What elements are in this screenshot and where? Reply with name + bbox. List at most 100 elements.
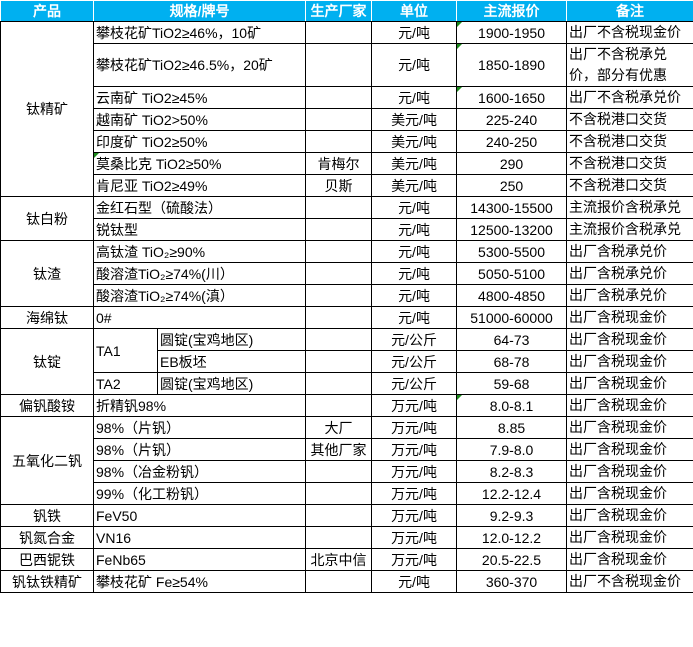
table-row: 云南矿 TiO2≥45% 元/吨 1600-1650 出厂不含税承兑价: [1, 86, 693, 109]
note-cell: 出厂含税现金价: [566, 460, 693, 483]
product-cell: 偏钒酸铵: [0, 394, 94, 417]
product-cell: 钒钛铁精矿: [0, 570, 94, 593]
price-cell: 8.2-8.3: [456, 460, 568, 483]
product-cell: 钛精矿: [0, 21, 94, 197]
product-cell: 巴西铌铁: [0, 548, 94, 571]
note-cell: 出厂不含税承兑价: [566, 86, 693, 109]
maker-cell: 大厂: [305, 416, 373, 439]
table-row: 钛白粉 金红石型（硫酸法） 元/吨 14300-15500 主流报价含税承兑: [0, 196, 693, 241]
price-cell: 7.9-8.0: [456, 438, 568, 461]
maker-cell: [305, 218, 373, 241]
table-row: 钛渣 高钛渣 TiO₂≥90% 元/吨 5300-5500 出厂含税承兑价: [0, 240, 693, 307]
price-cell: 1900-1950: [456, 21, 568, 44]
table-row: 锐钛型 元/吨 12500-13200 主流报价含税承兑: [1, 218, 693, 241]
table-row: 莫桑比克 TiO2≥50% 肯梅尔 美元/吨 290 不含税港口交货: [1, 152, 693, 175]
maker-cell: [305, 372, 373, 395]
price-table: 产品 规格/牌号 生产厂家 单位 主流报价 备注 钛精矿 攀枝花矿TiO2≥46%…: [0, 0, 693, 593]
unit-cell: 万元/吨: [371, 504, 458, 527]
spec-cell: 攀枝花矿 Fe≥54%: [92, 570, 307, 593]
header-unit: 单位: [371, 0, 458, 22]
header-note: 备注: [566, 0, 693, 22]
maker-cell: [305, 504, 373, 527]
note-cell: 不含税港口交货: [566, 130, 693, 153]
unit-cell: 元/吨: [371, 262, 458, 285]
unit-cell: 元/吨: [371, 218, 458, 241]
spec-cell: 越南矿 TiO2>50%: [92, 108, 307, 131]
maker-cell: [305, 460, 373, 483]
table-row: 98%（片钒） 其他厂家 万元/吨 7.9-8.0 出厂含税现金价: [1, 438, 693, 461]
spec-cell: 酸溶渣TiO₂≥74%(滇）: [92, 284, 307, 307]
spec-cell: 肯尼亚 TiO2≥49%: [92, 174, 307, 197]
unit-cell: 元/吨: [371, 240, 458, 263]
table-row: 五氧化二钒 98%（片钒） 大厂 万元/吨 8.85 出厂含税现金价: [0, 416, 693, 505]
table-row: 钒钛铁精矿 攀枝花矿 Fe≥54% 元/吨 360-370 出厂不含税现金价: [0, 570, 693, 593]
spec-cell: 云南矿 TiO2≥45%: [92, 86, 307, 109]
grade-cell: TA1: [93, 328, 158, 373]
table-row: 越南矿 TiO2>50% 美元/吨 225-240 不含税港口交货: [1, 108, 693, 131]
table-row: EB板坯 元/公斤 68-78 出厂含税现金价: [1, 350, 693, 373]
price-cell: 68-78: [456, 350, 568, 373]
unit-cell: 万元/吨: [371, 460, 458, 483]
product-cell: 钛锭: [0, 328, 94, 395]
note-cell: 出厂含税现金价: [566, 416, 693, 439]
maker-cell: 肯梅尔: [305, 152, 373, 175]
maker-cell: [305, 86, 373, 109]
spec-cell: 圆锭(宝鸡地区): [156, 328, 307, 351]
table-row: 酸溶渣TiO₂≥74%(滇） 元/吨 4800-4850 出厂含税承兑价: [1, 284, 693, 307]
spec-cell: 锐钛型: [92, 218, 307, 241]
header-spec: 规格/牌号: [92, 0, 307, 22]
price-cell: 59-68: [456, 372, 568, 395]
header-maker: 生产厂家: [305, 0, 373, 22]
table-row: 钛精矿 攀枝花矿TiO2≥46%，10矿 元/吨 1900-1950 出厂不含税现金价: [0, 21, 693, 197]
table-row: TA2 圆锭(宝鸡地区) 元/公斤 59-68 出厂含税现金价: [1, 372, 693, 395]
maker-cell: 贝斯: [305, 174, 373, 197]
price-cell: 14300-15500: [456, 196, 568, 219]
maker-cell: [305, 262, 373, 285]
maker-cell: [305, 21, 373, 44]
table-row: 巴西铌铁 FeNb65 北京中信 万元/吨 20.5-22.5 出厂含税现金价: [0, 548, 693, 571]
maker-cell: [305, 43, 373, 87]
spec-cell: EB板坯: [156, 350, 307, 373]
spec-cell: 攀枝花矿TiO2≥46%，10矿: [92, 21, 307, 44]
price-cell: 12.2-12.4: [456, 482, 568, 505]
maker-cell: [305, 108, 373, 131]
header-product: 产品: [0, 0, 94, 22]
price-cell: 12500-13200: [456, 218, 568, 241]
spec-cell: 折精钒98%: [92, 394, 307, 417]
maker-cell: [305, 240, 373, 263]
maker-cell: [305, 284, 373, 307]
grade-cell: TA2: [93, 372, 158, 395]
spec-cell: 98%（冶金粉钒）: [92, 460, 307, 483]
note-cell: 出厂含税现金价: [566, 548, 693, 571]
unit-cell: 万元/吨: [371, 482, 458, 505]
price-cell: 8.0-8.1: [456, 394, 568, 417]
maker-cell: [305, 328, 373, 351]
price-cell: 9.2-9.3: [456, 504, 568, 527]
maker-cell: [305, 306, 373, 329]
note-cell: 主流报价含税承兑: [566, 218, 693, 241]
unit-cell: 万元/吨: [371, 548, 458, 571]
spec-cell: 99%（化工粉钒）: [92, 482, 307, 505]
price-cell: 64-73: [456, 328, 568, 351]
spec-cell: 圆锭(宝鸡地区): [156, 372, 307, 395]
spec-cell: 98%（片钒）: [92, 416, 307, 439]
spec-cell: 金红石型（硫酸法）: [92, 196, 307, 219]
header-row: 产品 规格/牌号 生产厂家 单位 主流报价 备注: [0, 0, 693, 22]
spec-cell: 高钛渣 TiO₂≥90%: [92, 240, 307, 263]
table-row: 偏钒酸铵 折精钒98% 万元/吨 8.0-8.1 出厂含税现金价: [0, 394, 693, 417]
unit-cell: 美元/吨: [371, 152, 458, 175]
product-cell: 钛渣: [0, 240, 94, 307]
unit-cell: 元/公斤: [371, 328, 458, 351]
table-row: 钛锭 TA1 圆锭(宝鸡地区) 元/公斤 64-73 出厂含税现金价: [0, 328, 693, 395]
unit-cell: 元/吨: [371, 21, 458, 44]
table-body: 钛精矿 攀枝花矿TiO2≥46%，10矿 元/吨 1900-1950 出厂不含税现金价攀…: [0, 21, 693, 593]
table-row: 印度矿 TiO2≥50% 美元/吨 240-250 不含税港口交货: [1, 130, 693, 153]
spec-cell: 0#: [92, 306, 307, 329]
maker-cell: [305, 570, 373, 593]
note-cell: 出厂不含税现金价: [566, 21, 693, 44]
spec-cell: 印度矿 TiO2≥50%: [92, 130, 307, 153]
price-cell: 5050-5100: [456, 262, 568, 285]
note-cell: 出厂含税承兑价: [566, 284, 693, 307]
note-cell: 出厂含税现金价: [566, 372, 693, 395]
table-row: 海绵钛 0# 元/吨 51000-60000 出厂含税现金价: [0, 306, 693, 329]
